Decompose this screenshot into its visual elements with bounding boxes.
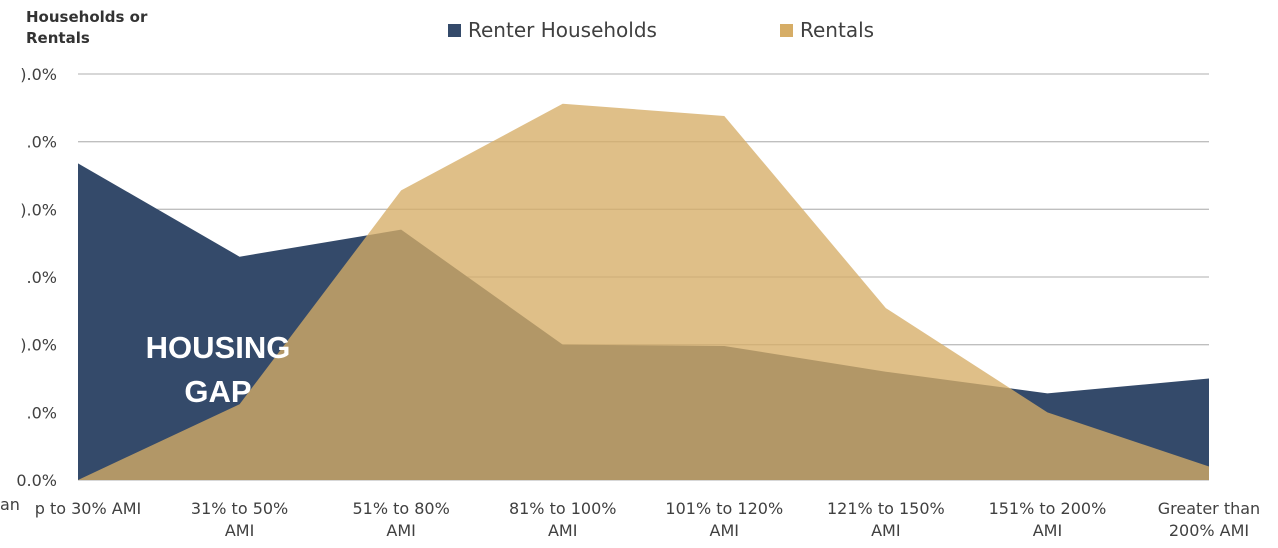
legend-swatch [780,24,793,37]
legend-label: Renter Households [468,18,657,42]
y-tick-label: .0% [27,403,57,422]
y-tick-label: ).0% [20,65,57,84]
x-tick-label: 101% to 120% AMI [665,499,783,540]
x-tick-label: 31% to 50% AMI [191,499,288,540]
annotation: HOUSING GAP [146,330,291,409]
area [78,103,1209,481]
x-tick-label: Greater than 200% AMI [1158,499,1260,540]
x-tick-label: 81% to 100% AMI [509,499,617,540]
x-tick-label: p to 30% AMI [35,499,142,518]
y-tick-label: 0.0% [16,471,57,490]
x-tick-label: 151% to 200% AMI [989,499,1107,540]
x-tick-label: 51% to 80% AMI [352,499,449,540]
y-tick-label: .0% [27,133,57,152]
legend-swatch [448,24,461,37]
stray-label: an [0,495,20,514]
legend-label: Rentals [800,18,874,42]
x-tick-label: 121% to 150% AMI [827,499,945,540]
y-tick-label: ).0% [20,336,57,355]
axis-title: Households or Rentals [26,8,148,47]
y-tick-label: ).0% [20,200,57,219]
y-tick-label: .0% [27,268,57,287]
